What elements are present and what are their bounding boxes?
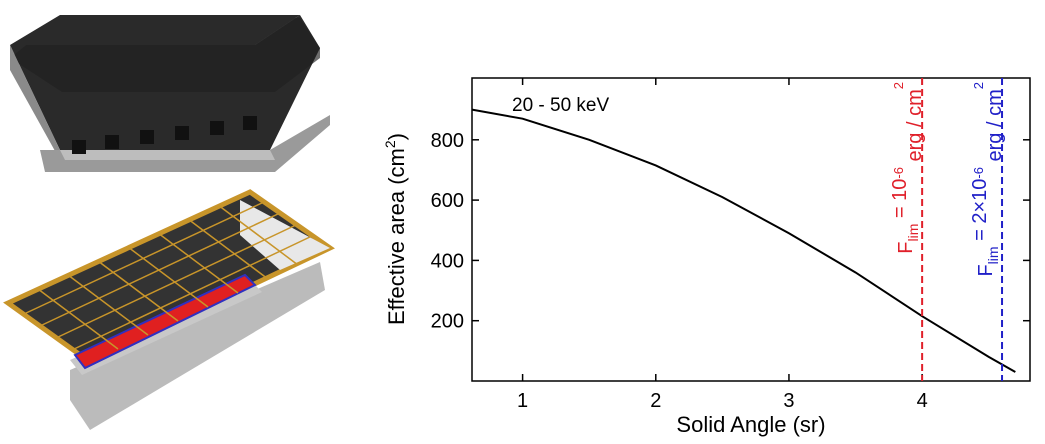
detector-render-top: [10, 15, 330, 172]
y-tick-label: 200: [431, 311, 464, 333]
threshold-label: Flim = 10-6 erg / cm2: [889, 82, 926, 254]
x-axis-label: Solid Angle (sr): [676, 412, 825, 437]
curve: [471, 108, 1016, 373]
threshold-label-part: 2: [971, 82, 986, 89]
energy-annotation: 20 - 50 keV: [512, 95, 609, 116]
y-axis-label-text: Effective area (cm: [384, 148, 409, 325]
threshold-label-part: -6: [971, 167, 986, 179]
threshold-label: Flim = 2×10-6 erg / cm2: [969, 82, 1006, 277]
threshold-label-part: 2: [891, 82, 906, 89]
threshold-label-part: = 10: [889, 179, 911, 224]
detector-render-bottom: [3, 189, 335, 430]
plot-frame: [471, 77, 1031, 382]
x-tick-label: 1: [517, 390, 528, 412]
y-tick-label: 400: [431, 250, 464, 272]
threshold-label-part: erg / cm: [904, 89, 926, 167]
threshold-label-part: F: [975, 264, 997, 276]
y-axis-label: Effective area (cm2): [382, 133, 409, 325]
threshold-label-part: = 2×10: [969, 179, 991, 247]
y-tick-label: 800: [431, 130, 464, 152]
y-axis-label-sup: 2: [382, 140, 398, 148]
x-tick-label: 4: [917, 390, 928, 412]
threshold-label-part: -6: [891, 167, 906, 179]
threshold-label-part: erg / cm: [984, 89, 1006, 167]
y-tick-label: 600: [431, 190, 464, 212]
y-axis-label-end: ): [384, 133, 409, 140]
x-tick-label: 3: [783, 390, 794, 412]
threshold-label-part: lim: [905, 224, 921, 242]
threshold-label-part: lim: [985, 246, 1001, 264]
threshold-label-part: F: [895, 242, 917, 254]
x-tick-label: 2: [650, 390, 661, 412]
